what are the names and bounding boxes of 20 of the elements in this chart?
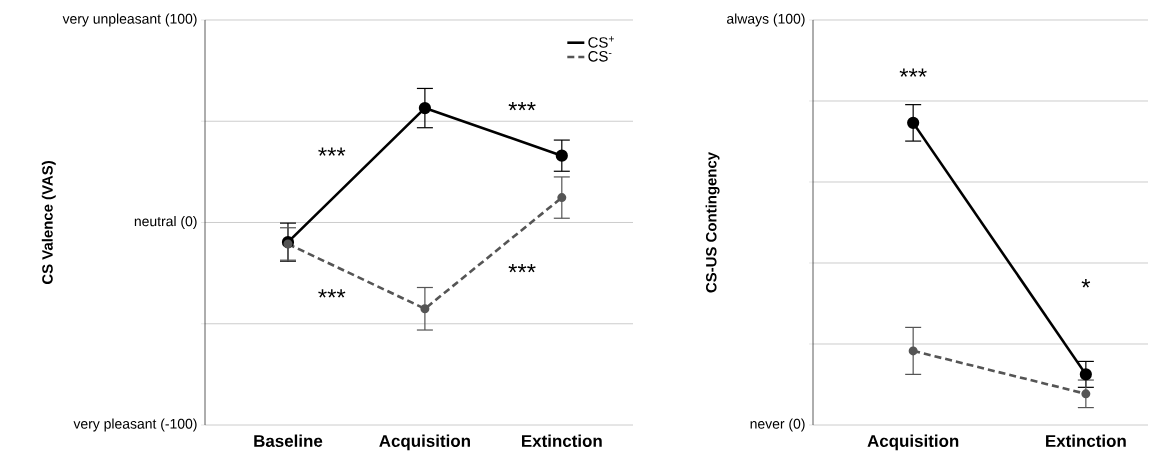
annotation: *** <box>508 101 536 111</box>
legend-label: CS$^{+}$ <box>588 36 614 48</box>
y-tick-label: never (0) <box>750 418 805 432</box>
y-tick-label: very unpleasant (100) <box>62 13 197 27</box>
annotation: * <box>1081 279 1091 288</box>
x-tick-label: Extinction <box>522 434 602 447</box>
annotation: *** <box>899 68 927 77</box>
x-tick-label: Acquisition <box>379 434 470 451</box>
y-tick-label: always (100) <box>727 13 805 27</box>
y-tick-label: neutral (0) <box>134 216 197 229</box>
legend-label: CS$^{-}$ <box>588 51 612 62</box>
annotation: *** <box>508 263 536 273</box>
y-tick-label: very pleasant (-100) <box>73 418 197 432</box>
y-axis-title: CS Valence (VAS) <box>41 161 56 285</box>
y-axis-title: CS-US Contingency <box>705 152 720 293</box>
annotation: *** <box>318 147 346 156</box>
annotation: *** <box>318 289 346 298</box>
x-tick-label: Acquisition <box>867 434 959 451</box>
x-tick-label: Extinction <box>1046 434 1126 447</box>
x-tick-label: Baseline <box>254 434 323 447</box>
